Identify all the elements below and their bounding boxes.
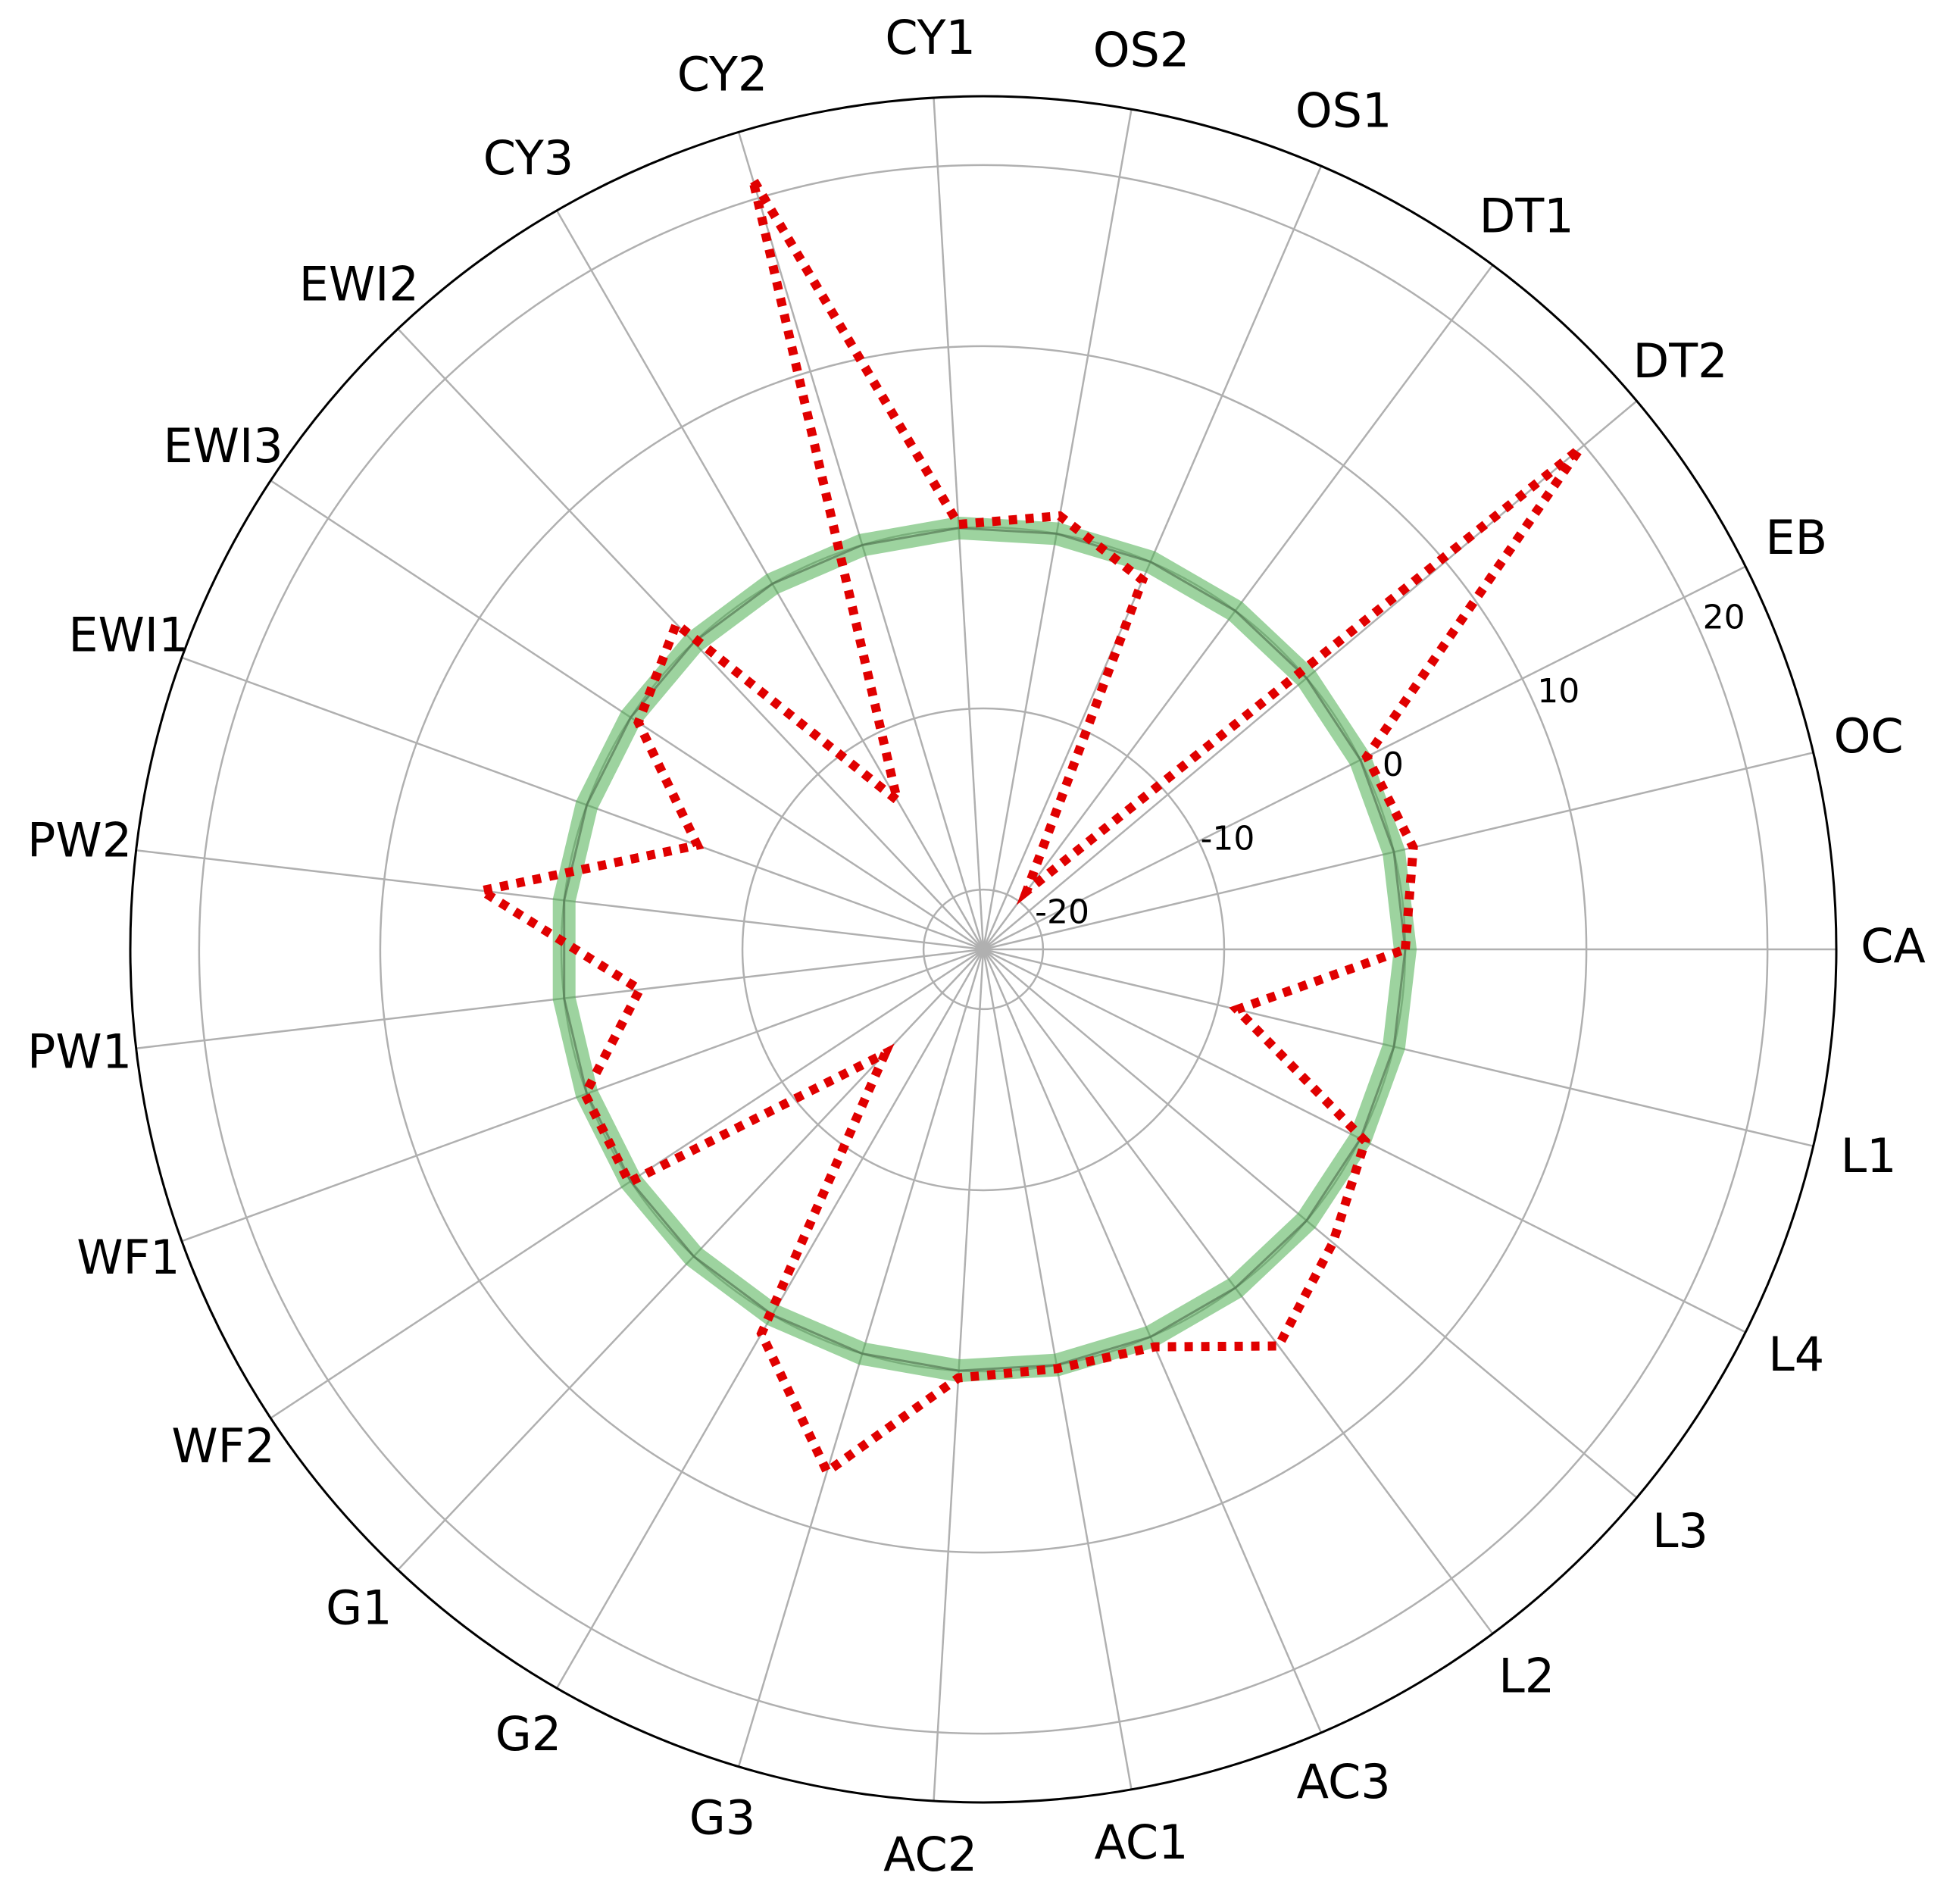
category-label: AC3 <box>1297 1754 1391 1809</box>
category-label: EB <box>1765 510 1827 565</box>
category-label: PW2 <box>27 813 132 868</box>
category-label: EWI1 <box>68 607 188 662</box>
category-label: G2 <box>495 1706 562 1762</box>
category-label: EWI2 <box>299 257 419 312</box>
category-label: L3 <box>1652 1503 1708 1559</box>
category-label: OS1 <box>1295 83 1392 138</box>
category-label: AC2 <box>883 1827 977 1882</box>
radial-tick-label: 20 <box>1703 599 1745 637</box>
category-label: DT2 <box>1633 333 1727 389</box>
series-line <box>469 177 1584 1479</box>
category-label: WF2 <box>171 1418 274 1474</box>
category-label: CA <box>1861 918 1926 974</box>
category-label: OC <box>1834 708 1904 764</box>
radial-tick-label: -20 <box>1035 893 1089 932</box>
category-label: WF1 <box>77 1230 180 1285</box>
category-label: L1 <box>1841 1128 1897 1183</box>
series-line <box>563 527 1407 1372</box>
category-label: L2 <box>1498 1648 1554 1703</box>
category-label: OS2 <box>1093 22 1190 77</box>
category-label: CY1 <box>885 10 976 65</box>
category-label: AC1 <box>1095 1815 1189 1870</box>
category-label: CY2 <box>677 47 768 102</box>
outer-frame <box>129 95 1838 1804</box>
radial-tick-label: -10 <box>1201 819 1255 858</box>
category-label: PW1 <box>27 1024 132 1080</box>
category-label: L4 <box>1768 1327 1824 1382</box>
radial-tick-label: 0 <box>1383 746 1404 784</box>
category-label: EWI3 <box>163 418 283 474</box>
category-label: DT1 <box>1479 189 1574 244</box>
radial-tick-label: 10 <box>1537 672 1579 711</box>
category-label: G1 <box>326 1580 392 1636</box>
category-label: CY3 <box>483 130 574 186</box>
category-label: G3 <box>689 1790 756 1846</box>
